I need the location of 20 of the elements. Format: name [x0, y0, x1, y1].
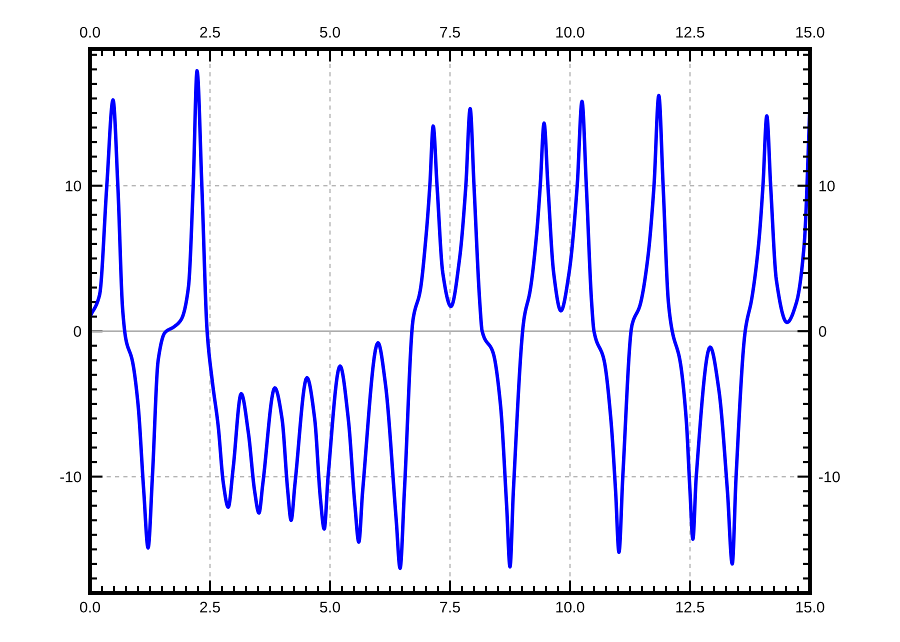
x2-tick-label: 7.5 [440, 26, 460, 38]
x-tick-label: 5.0 [320, 602, 340, 613]
x2-tick-label: 12.5 [676, 26, 704, 38]
x-tick-label: 10.0 [556, 602, 584, 613]
x2-tick-label: 2.5 [200, 26, 220, 38]
x2-tick-label: 10.0 [556, 26, 584, 38]
y2-tick-label: 10 [820, 180, 835, 192]
y-tick-label: 0 [74, 326, 82, 337]
x2-tick-label: 0.0 [80, 26, 100, 38]
x-tick-label: 12.5 [676, 602, 704, 613]
y-tick-label: 10 [66, 180, 82, 192]
x-tick-label: 15.0 [796, 602, 824, 613]
x2-tick-label: 15.0 [796, 26, 824, 38]
y2-tick-label: -10 [819, 472, 840, 482]
x-tick-label: 0.0 [80, 602, 100, 613]
y-tick-label: -10 [60, 472, 82, 482]
x-tick-label: 7.5 [440, 602, 460, 613]
y2-tick-label: 0 [818, 326, 826, 337]
x2-tick-label: 5.0 [320, 26, 340, 38]
x-tick-label: 2.5 [200, 602, 220, 613]
